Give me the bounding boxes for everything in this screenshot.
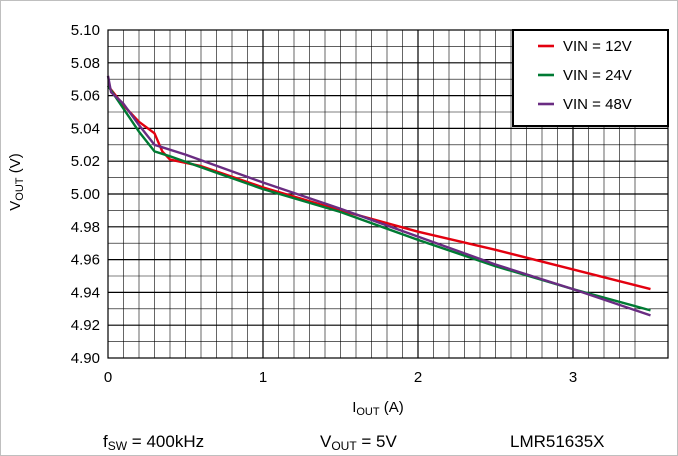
y-tick-label: 4.92 <box>71 317 100 334</box>
y-tick-label: 5.10 <box>71 22 100 39</box>
plot-area-border <box>107 29 669 359</box>
y-tick-label: 5.04 <box>71 120 100 137</box>
x-tick-label: 1 <box>259 369 267 386</box>
y-tick-label: 5.06 <box>71 88 100 105</box>
y-tick-label: 5.02 <box>71 153 100 170</box>
x-tick-label: 3 <box>569 369 577 386</box>
y-tick-labels: 4.90 4.92 4.94 4.96 4.98 5.00 5.02 5.04 5.06 5.08… <box>71 22 100 367</box>
footer-fsw: fSW = 400kHz <box>103 432 204 453</box>
footer-part: LMR51635X <box>510 432 605 451</box>
series-line-2 <box>107 85 651 312</box>
series-layer <box>106 75 651 317</box>
legend-entry: VIN = 48V <box>563 96 632 113</box>
legend-entry: VIN = 24V <box>563 67 632 84</box>
y-tick-label: 4.94 <box>71 284 100 301</box>
x-tick-labels: 0 1 2 3 <box>104 369 577 386</box>
y-tick-label: 4.96 <box>71 252 100 269</box>
y-tick-label: 4.98 <box>71 219 100 236</box>
y-tick-label: 5.08 <box>71 55 100 72</box>
x-tick-label: 0 <box>104 369 112 386</box>
x-axis-label: IOUT (A) <box>352 399 404 418</box>
legend: VIN = 12V VIN = 24V VIN = 48V <box>512 29 669 127</box>
y-tick-label: 5.00 <box>71 186 100 203</box>
footer-vout: VOUT = 5V <box>320 432 398 453</box>
y-axis-label: VOUT (V) <box>7 153 26 210</box>
series-line-3 <box>106 75 651 317</box>
legend-entry: VIN = 12V <box>563 38 632 55</box>
y-tick-label: 4.90 <box>71 350 100 367</box>
x-tick-label: 2 <box>414 369 422 386</box>
